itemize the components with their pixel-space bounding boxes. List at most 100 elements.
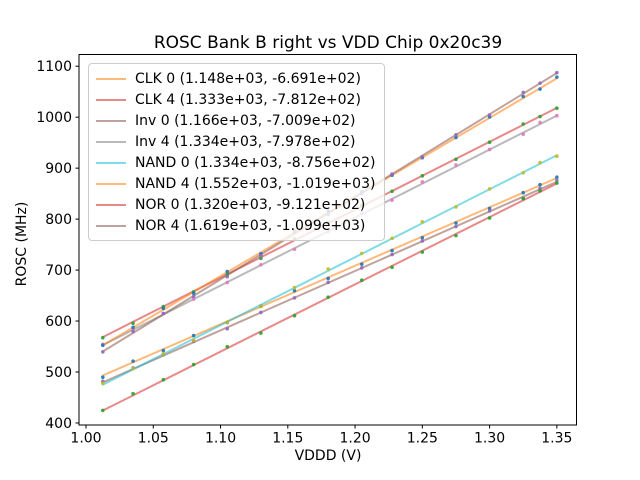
data-point: [259, 263, 263, 267]
data-point: [359, 262, 364, 266]
data-point: [521, 90, 526, 95]
data-point: [326, 267, 330, 271]
data-point: [454, 205, 458, 209]
data-point: [555, 178, 559, 183]
data-point: [420, 236, 425, 240]
data-point: [292, 296, 297, 300]
data-point: [487, 216, 492, 220]
data-point: [225, 280, 230, 285]
data-point: [454, 163, 458, 167]
data-point: [259, 310, 263, 315]
data-point: [131, 359, 135, 363]
legend-item-label: NOR 4 (1.619e+03, -1.099e+03): [135, 217, 366, 234]
data-point: [191, 297, 196, 301]
fit-line-clk-0: [101, 176, 558, 377]
data-point: [487, 113, 492, 117]
data-point: [390, 198, 394, 202]
data-point: [454, 233, 458, 238]
legend-line-swatch: [96, 182, 126, 185]
legend-item-nand-4: NAND 4 (1.552e+03, -1.019e+03): [96, 173, 375, 194]
data-point: [191, 294, 196, 299]
data-point: [538, 182, 542, 187]
data-point: [487, 147, 492, 152]
legend-item-label: CLK 0 (1.148e+03, -6.691e+02): [135, 70, 361, 87]
data-point: [555, 154, 559, 159]
data-point: [538, 114, 542, 119]
legend-line-swatch: [96, 224, 126, 227]
data-point: [420, 219, 425, 224]
legend-item-clk-4: CLK 4 (1.333e+03, -7.812e+02): [96, 89, 375, 110]
data-point: [390, 172, 394, 176]
legend: CLK 0 (1.148e+03, -6.691e+02) CLK 4 (1.33…: [88, 63, 386, 241]
legend-item-nor-4: NOR 4 (1.619e+03, -1.099e+03): [96, 215, 375, 236]
legend-item-label: NAND 0 (1.334e+03, -8.756e+02): [135, 154, 376, 171]
y-tick-label: 700: [45, 263, 72, 279]
legend-line-swatch: [96, 98, 126, 101]
data-point: [521, 190, 526, 195]
data-point: [161, 311, 166, 316]
legend-item-label: Inv 4 (1.334e+03, -7.978e+02): [135, 133, 356, 150]
data-point: [521, 94, 526, 99]
data-point: [225, 344, 230, 349]
data-point: [521, 170, 526, 175]
data-point: [555, 181, 559, 185]
data-point: [101, 343, 105, 348]
data-point: [101, 375, 105, 380]
data-point: [161, 377, 166, 382]
data-point: [420, 174, 425, 178]
data-point: [538, 87, 542, 91]
data-point: [555, 175, 559, 180]
data-point: [101, 408, 105, 413]
data-point: [538, 81, 542, 85]
data-point: [454, 224, 458, 229]
x-tick-label: 1.20: [339, 431, 370, 447]
chart-title: ROSC Bank B right vs VDD Chip 0x20c39: [153, 33, 503, 53]
data-point: [101, 381, 105, 386]
data-point: [161, 348, 166, 353]
data-point: [487, 187, 492, 191]
data-point: [420, 239, 425, 243]
data-point: [191, 338, 196, 343]
x-tick-label: 1.05: [138, 431, 169, 447]
y-axis-label: ROSC (MHz): [14, 201, 30, 287]
data-point: [191, 333, 196, 338]
data-point: [390, 189, 394, 194]
axes-frame: [78, 54, 577, 426]
legend-item-label: CLK 4 (1.333e+03, -7.812e+02): [135, 91, 361, 108]
data-point: [259, 256, 263, 261]
data-point: [390, 265, 394, 270]
legend-item-inv-0: Inv 0 (1.166e+03, -7.009e+02): [96, 110, 375, 131]
x-tick-label: 1.25: [407, 431, 438, 447]
data-point: [225, 274, 230, 279]
data-point: [454, 221, 458, 225]
y-tick-label: 500: [45, 365, 72, 381]
data-point: [521, 122, 526, 126]
data-point: [454, 133, 458, 137]
x-tick-label: 1.15: [272, 431, 303, 447]
legend-line-swatch: [96, 203, 126, 206]
data-point: [225, 320, 230, 325]
data-point: [259, 331, 263, 335]
data-point: [101, 335, 105, 340]
data-point: [292, 247, 297, 252]
legend-item-label: NAND 4 (1.552e+03, -1.019e+03): [135, 175, 376, 192]
y-tick-label: 1100: [36, 59, 72, 75]
data-point: [538, 189, 542, 193]
data-point: [161, 306, 166, 311]
data-point: [292, 313, 297, 318]
data-point: [454, 157, 458, 162]
scatter-nand-0: [101, 154, 559, 386]
y-tick-label: 1000: [36, 110, 72, 126]
data-point: [487, 209, 492, 213]
data-point: [131, 366, 135, 371]
data-point: [161, 352, 166, 356]
data-point: [359, 266, 364, 270]
data-point: [390, 252, 394, 257]
data-point: [487, 140, 492, 144]
y-tick-label: 600: [45, 314, 72, 330]
x-tick-label: 1.10: [205, 431, 236, 447]
data-point: [326, 295, 330, 299]
legend-item-nor-0: NOR 0 (1.320e+03, -9.121e+02): [96, 194, 375, 215]
data-point: [454, 135, 458, 140]
